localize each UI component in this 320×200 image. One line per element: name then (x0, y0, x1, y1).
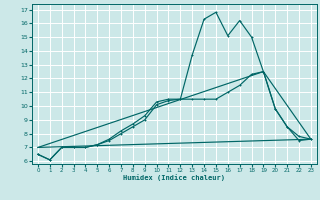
X-axis label: Humidex (Indice chaleur): Humidex (Indice chaleur) (124, 175, 225, 181)
